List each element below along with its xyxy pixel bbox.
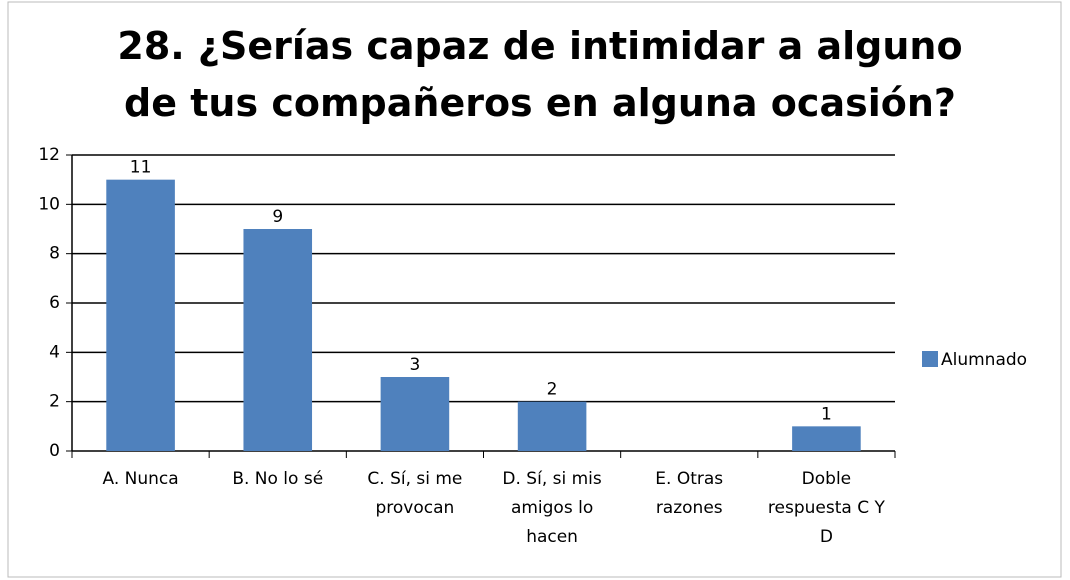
data-label: 3 (410, 355, 421, 375)
data-label: 2 (547, 380, 558, 400)
y-tick-label: 0 (49, 441, 60, 461)
y-tick-label: 2 (49, 392, 60, 412)
data-label: 11 (130, 158, 152, 178)
y-tick-label: 8 (49, 244, 60, 264)
y-tick-label: 12 (38, 145, 60, 165)
legend-swatch (922, 351, 938, 367)
chart-frame (7, 1, 1062, 578)
x-tick-label: E. Otras razones (655, 469, 724, 518)
x-tick-label: D. Sí, si mis amigos lo hacen (502, 469, 602, 547)
chart-title: 28. ¿Serías capaz de intimidar a alguno … (117, 24, 963, 125)
y-tick-label: 4 (49, 342, 60, 362)
x-tick-label: Doble respuesta C Y D (767, 469, 885, 547)
bar (243, 229, 313, 451)
data-label: 1 (821, 404, 832, 424)
bar (792, 426, 861, 451)
bar (106, 179, 175, 451)
y-tick-label: 6 (49, 293, 60, 313)
x-tick-label: C. Sí, si me provocan (367, 469, 463, 518)
bar (380, 377, 450, 451)
legend-label: Alumnado (941, 350, 1027, 370)
bar (517, 401, 587, 451)
y-tick-label: 10 (38, 194, 60, 214)
data-label: 9 (272, 207, 283, 227)
x-tick-label: B. No lo sé (232, 469, 324, 489)
x-tick-label: A. Nunca (102, 469, 179, 489)
